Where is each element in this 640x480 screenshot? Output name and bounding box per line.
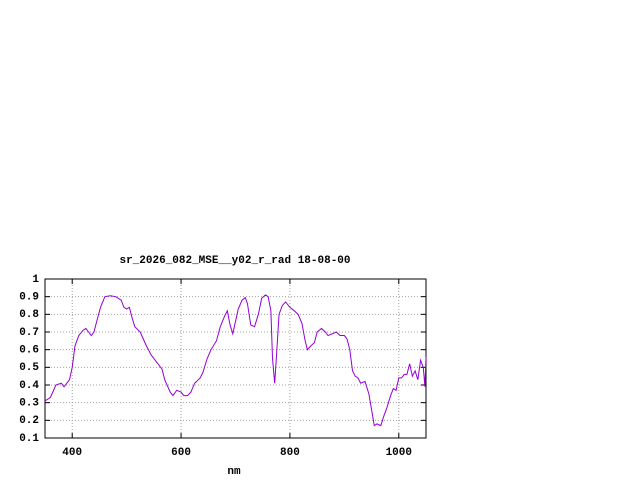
y-tick-label: 0.1 (19, 433, 39, 445)
x-tick-label: 800 (280, 447, 300, 459)
x-tick-label: 1000 (386, 447, 412, 459)
x-tick-label: 400 (62, 447, 82, 459)
y-tick-label: 0.8 (19, 309, 39, 321)
y-tick-label: 1 (32, 274, 39, 286)
data-line (44, 294, 427, 427)
chart-title: sr_2026_082_MSE__y02_r_rad 18-08-00 (119, 255, 350, 267)
y-tick-label: 0.7 (19, 327, 39, 339)
y-tick-label: 0.6 (19, 345, 39, 357)
y-tick-label: 0.3 (19, 398, 39, 410)
y-tick-label: 0.4 (19, 380, 39, 392)
x-tick-label: 600 (171, 447, 191, 459)
y-tick-label: 0.9 (19, 292, 39, 304)
x-axis-label: nm (227, 466, 241, 478)
y-tick-label: 0.2 (19, 415, 39, 427)
y-tick-label: 0.5 (19, 362, 39, 374)
